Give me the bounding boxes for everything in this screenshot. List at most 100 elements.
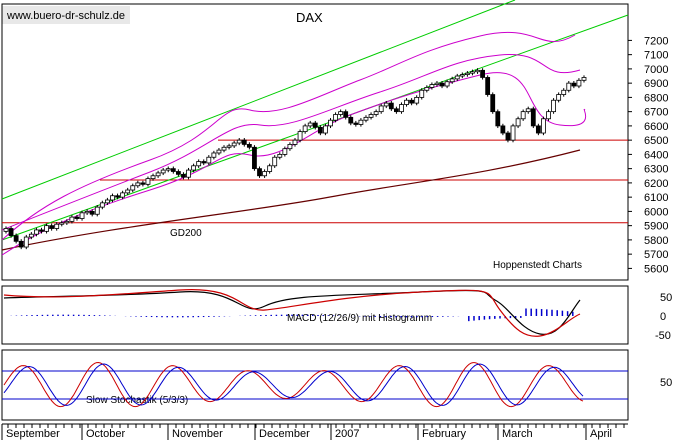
candle-up bbox=[59, 222, 65, 225]
candle-down bbox=[409, 99, 415, 104]
candle-up bbox=[79, 212, 85, 219]
candle-up bbox=[292, 139, 298, 145]
price-axis-label: 6700 bbox=[644, 107, 668, 119]
gd200-line bbox=[1, 149, 581, 251]
candle-up bbox=[130, 185, 136, 191]
candle-up bbox=[287, 144, 293, 150]
candle-up bbox=[44, 225, 49, 232]
candle-up bbox=[23, 236, 29, 248]
candle-up bbox=[454, 75, 460, 80]
stoch-axis-label: 50 bbox=[660, 377, 672, 389]
candle-up bbox=[444, 81, 450, 87]
month-label: 2007 bbox=[335, 428, 359, 440]
candle-down bbox=[181, 173, 186, 178]
candle-down bbox=[257, 168, 262, 177]
candle-up bbox=[221, 146, 227, 151]
candle-up bbox=[297, 131, 303, 141]
candle-down bbox=[175, 171, 181, 175]
macd-axis-label: 0 bbox=[660, 311, 666, 323]
candle-up bbox=[120, 192, 126, 198]
candle-down bbox=[74, 216, 80, 219]
candle-up bbox=[272, 156, 278, 167]
stoch-d-line bbox=[3, 363, 584, 406]
candle-up bbox=[302, 125, 308, 133]
candle-up bbox=[191, 165, 196, 171]
macd-axis-label: 50 bbox=[660, 292, 672, 304]
month-label: February bbox=[422, 428, 467, 440]
candle-up bbox=[226, 145, 232, 148]
price-axis-label: 7000 bbox=[644, 64, 668, 76]
candle-up bbox=[510, 125, 516, 141]
candle-down bbox=[89, 210, 95, 215]
candle-down bbox=[13, 235, 19, 242]
candle-up bbox=[262, 171, 267, 177]
price-axis-label: 6800 bbox=[644, 92, 668, 104]
candle-up bbox=[328, 119, 333, 127]
candle-up bbox=[277, 153, 283, 158]
candle-up bbox=[373, 111, 379, 115]
month-label: April bbox=[590, 428, 612, 440]
candle-down bbox=[246, 144, 252, 148]
candle-down bbox=[388, 102, 394, 110]
month-label: March bbox=[502, 428, 533, 440]
candle-up bbox=[211, 152, 217, 158]
candle-down bbox=[480, 69, 485, 78]
month-label: September bbox=[6, 428, 60, 440]
price-axis-label: 5700 bbox=[644, 249, 668, 261]
candle-down bbox=[353, 122, 359, 125]
candle-down bbox=[485, 77, 491, 95]
candle-up bbox=[546, 111, 551, 120]
candle-up bbox=[470, 71, 475, 74]
macd-label: MACD (12/26/9) mit Histogramm bbox=[287, 313, 432, 324]
candle-up bbox=[515, 118, 521, 127]
bollinger-middle bbox=[1, 53, 581, 231]
candle-up bbox=[54, 223, 60, 229]
source-label: Hoppenstedt Charts bbox=[493, 260, 582, 271]
price-axis-label: 7100 bbox=[644, 50, 668, 62]
candle-up bbox=[216, 149, 222, 154]
candle-up bbox=[150, 175, 156, 180]
candle-up bbox=[84, 210, 90, 214]
candle-up bbox=[282, 148, 288, 155]
price-axis-label: 6600 bbox=[644, 121, 668, 133]
price-axis-label: 5900 bbox=[644, 221, 668, 233]
candle-up bbox=[520, 111, 526, 120]
candle-up bbox=[581, 77, 587, 81]
candle-up bbox=[419, 89, 425, 98]
candle-down bbox=[343, 111, 349, 118]
month-label: October bbox=[86, 428, 125, 440]
candle-up bbox=[64, 220, 70, 224]
candle-up bbox=[576, 79, 582, 87]
candle-up bbox=[333, 114, 338, 121]
candle-up bbox=[358, 119, 364, 125]
candle-up bbox=[231, 142, 237, 147]
candle-up bbox=[429, 84, 435, 88]
month-label: November bbox=[172, 428, 223, 440]
candle-up bbox=[464, 72, 470, 76]
candle-up bbox=[135, 182, 141, 187]
candle-down bbox=[312, 122, 318, 128]
bollinger-upper bbox=[1, 31, 576, 241]
price-panel-frame bbox=[1, 3, 629, 281]
candle-up bbox=[404, 99, 409, 105]
watermark-box bbox=[2, 6, 130, 24]
candle-up bbox=[338, 111, 344, 115]
candle-up bbox=[556, 94, 562, 101]
candle-down bbox=[115, 195, 120, 198]
candle-up bbox=[414, 97, 420, 104]
candle-up bbox=[378, 105, 384, 113]
candle-down bbox=[394, 108, 399, 113]
macd-axis-label: -50 bbox=[655, 330, 671, 342]
candle-down bbox=[490, 94, 496, 113]
candle-up bbox=[94, 206, 100, 215]
candle-up bbox=[160, 169, 166, 174]
candle-up bbox=[69, 216, 75, 222]
candle-up bbox=[368, 114, 374, 118]
candle-up bbox=[99, 202, 105, 208]
candle-up bbox=[110, 195, 115, 201]
candle-up bbox=[125, 189, 131, 194]
candle-down bbox=[530, 108, 536, 127]
